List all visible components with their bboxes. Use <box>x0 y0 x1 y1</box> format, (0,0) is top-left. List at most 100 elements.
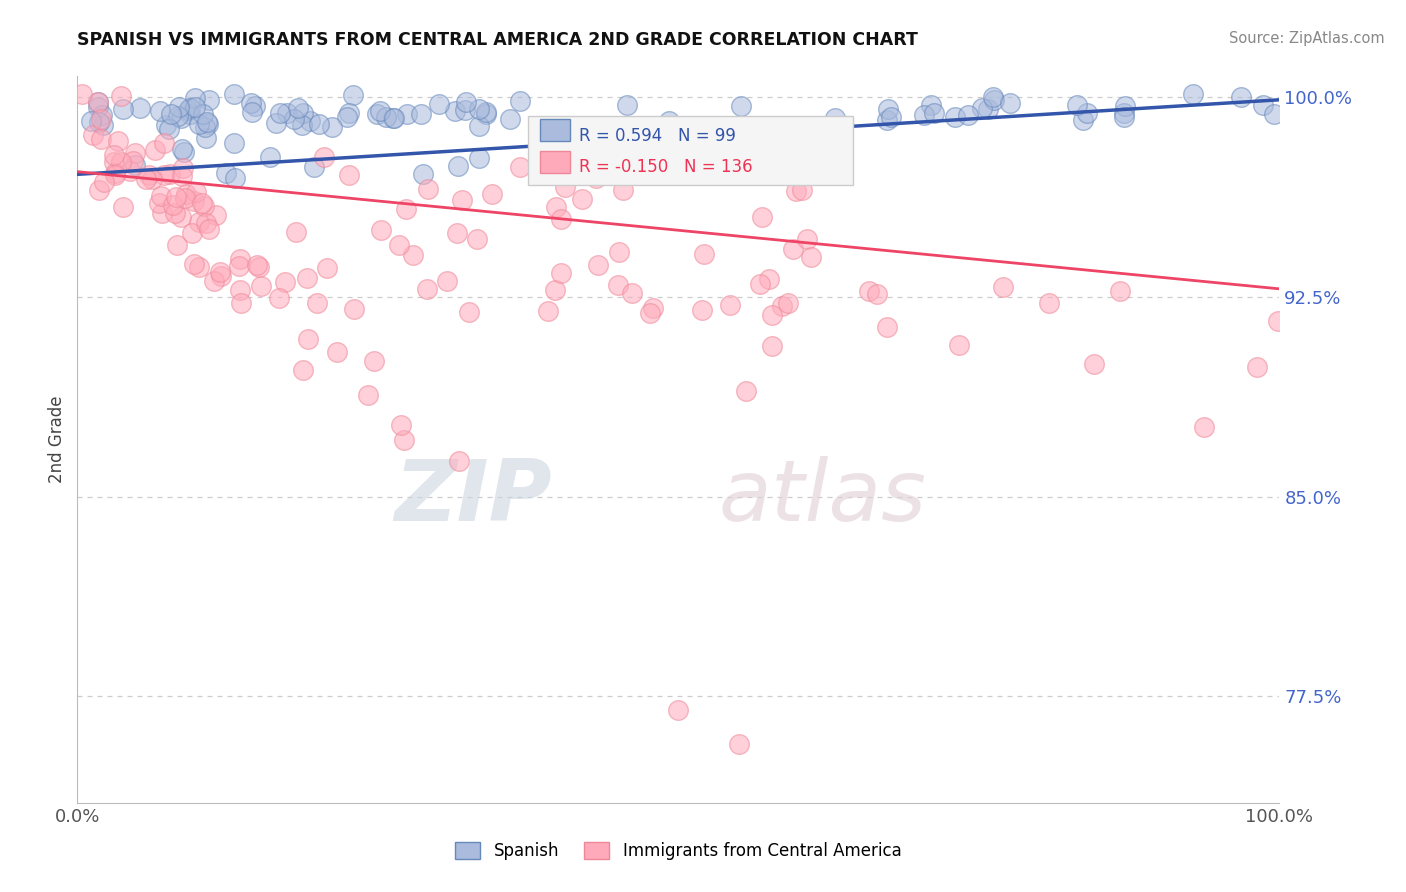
Point <box>110 89 132 103</box>
Point <box>197 117 219 131</box>
Point <box>668 703 690 717</box>
Point <box>188 116 211 130</box>
Point <box>308 117 330 131</box>
Point <box>468 151 491 165</box>
Point <box>87 183 110 197</box>
Point <box>82 128 104 142</box>
Point <box>800 250 823 264</box>
Point <box>172 169 194 183</box>
Point <box>981 90 1004 104</box>
Point <box>447 454 470 468</box>
Point <box>173 145 195 159</box>
Point <box>179 106 201 120</box>
Point <box>1038 296 1060 310</box>
Point <box>195 115 218 129</box>
Point <box>93 175 115 189</box>
Point <box>976 102 998 116</box>
Point <box>609 245 631 260</box>
Point <box>991 280 1014 294</box>
Point <box>150 206 173 220</box>
Point <box>692 303 714 318</box>
Point <box>920 98 942 112</box>
Point <box>186 186 208 200</box>
Point <box>1109 284 1132 298</box>
Point <box>1112 105 1135 120</box>
Point <box>776 295 799 310</box>
Point <box>550 266 572 280</box>
Point <box>586 258 609 272</box>
Point <box>658 114 681 128</box>
Point <box>948 337 970 351</box>
Point <box>796 232 818 246</box>
Point <box>454 103 477 117</box>
Point <box>1246 359 1268 374</box>
Text: ZIP: ZIP <box>395 456 553 539</box>
Point <box>155 118 177 132</box>
Point <box>465 232 488 246</box>
Point <box>166 238 188 252</box>
Point <box>537 303 560 318</box>
Point <box>638 306 661 320</box>
Point <box>761 339 783 353</box>
Point <box>247 260 270 275</box>
Point <box>307 296 329 310</box>
Point <box>184 91 207 105</box>
Point <box>291 118 314 132</box>
Point <box>693 247 716 261</box>
Point <box>316 260 339 275</box>
Point <box>165 190 187 204</box>
Point <box>276 105 298 120</box>
Point <box>259 150 281 164</box>
Point <box>509 160 531 174</box>
Point <box>1263 107 1285 121</box>
Point <box>181 226 204 240</box>
Point <box>152 169 174 183</box>
Point <box>314 150 336 164</box>
Point <box>342 87 364 102</box>
Point <box>735 384 758 398</box>
Point <box>222 136 245 151</box>
Point <box>264 116 287 130</box>
Point <box>208 265 231 279</box>
Point <box>103 154 125 169</box>
Point <box>104 165 127 179</box>
Point <box>1076 106 1098 120</box>
Point <box>193 107 215 121</box>
Point <box>912 108 935 122</box>
Point <box>183 257 205 271</box>
Point <box>298 114 321 128</box>
Point <box>172 161 194 175</box>
Point <box>409 107 432 121</box>
Point <box>395 202 418 217</box>
Point <box>124 158 146 172</box>
Point <box>274 275 297 289</box>
Point <box>87 100 110 114</box>
Point <box>91 107 114 121</box>
Point <box>231 295 253 310</box>
Point <box>749 277 772 292</box>
Point <box>554 179 576 194</box>
Point <box>770 299 793 313</box>
Point <box>782 242 804 256</box>
Point <box>571 192 593 206</box>
Point <box>148 103 170 118</box>
Point <box>111 102 134 116</box>
Text: atlas: atlas <box>718 456 927 539</box>
Point <box>229 283 252 297</box>
Point <box>550 212 572 227</box>
Point <box>336 111 359 125</box>
Point <box>418 182 440 196</box>
Point <box>457 305 479 319</box>
Point <box>998 95 1021 110</box>
Point <box>620 286 643 301</box>
Point <box>1251 98 1274 112</box>
Point <box>858 284 880 298</box>
Point <box>730 99 752 113</box>
Point <box>195 131 218 145</box>
Point <box>80 114 103 128</box>
Point <box>450 194 472 208</box>
Point <box>970 101 993 115</box>
Point <box>751 210 773 224</box>
Point <box>297 271 319 285</box>
Point <box>879 111 901 125</box>
